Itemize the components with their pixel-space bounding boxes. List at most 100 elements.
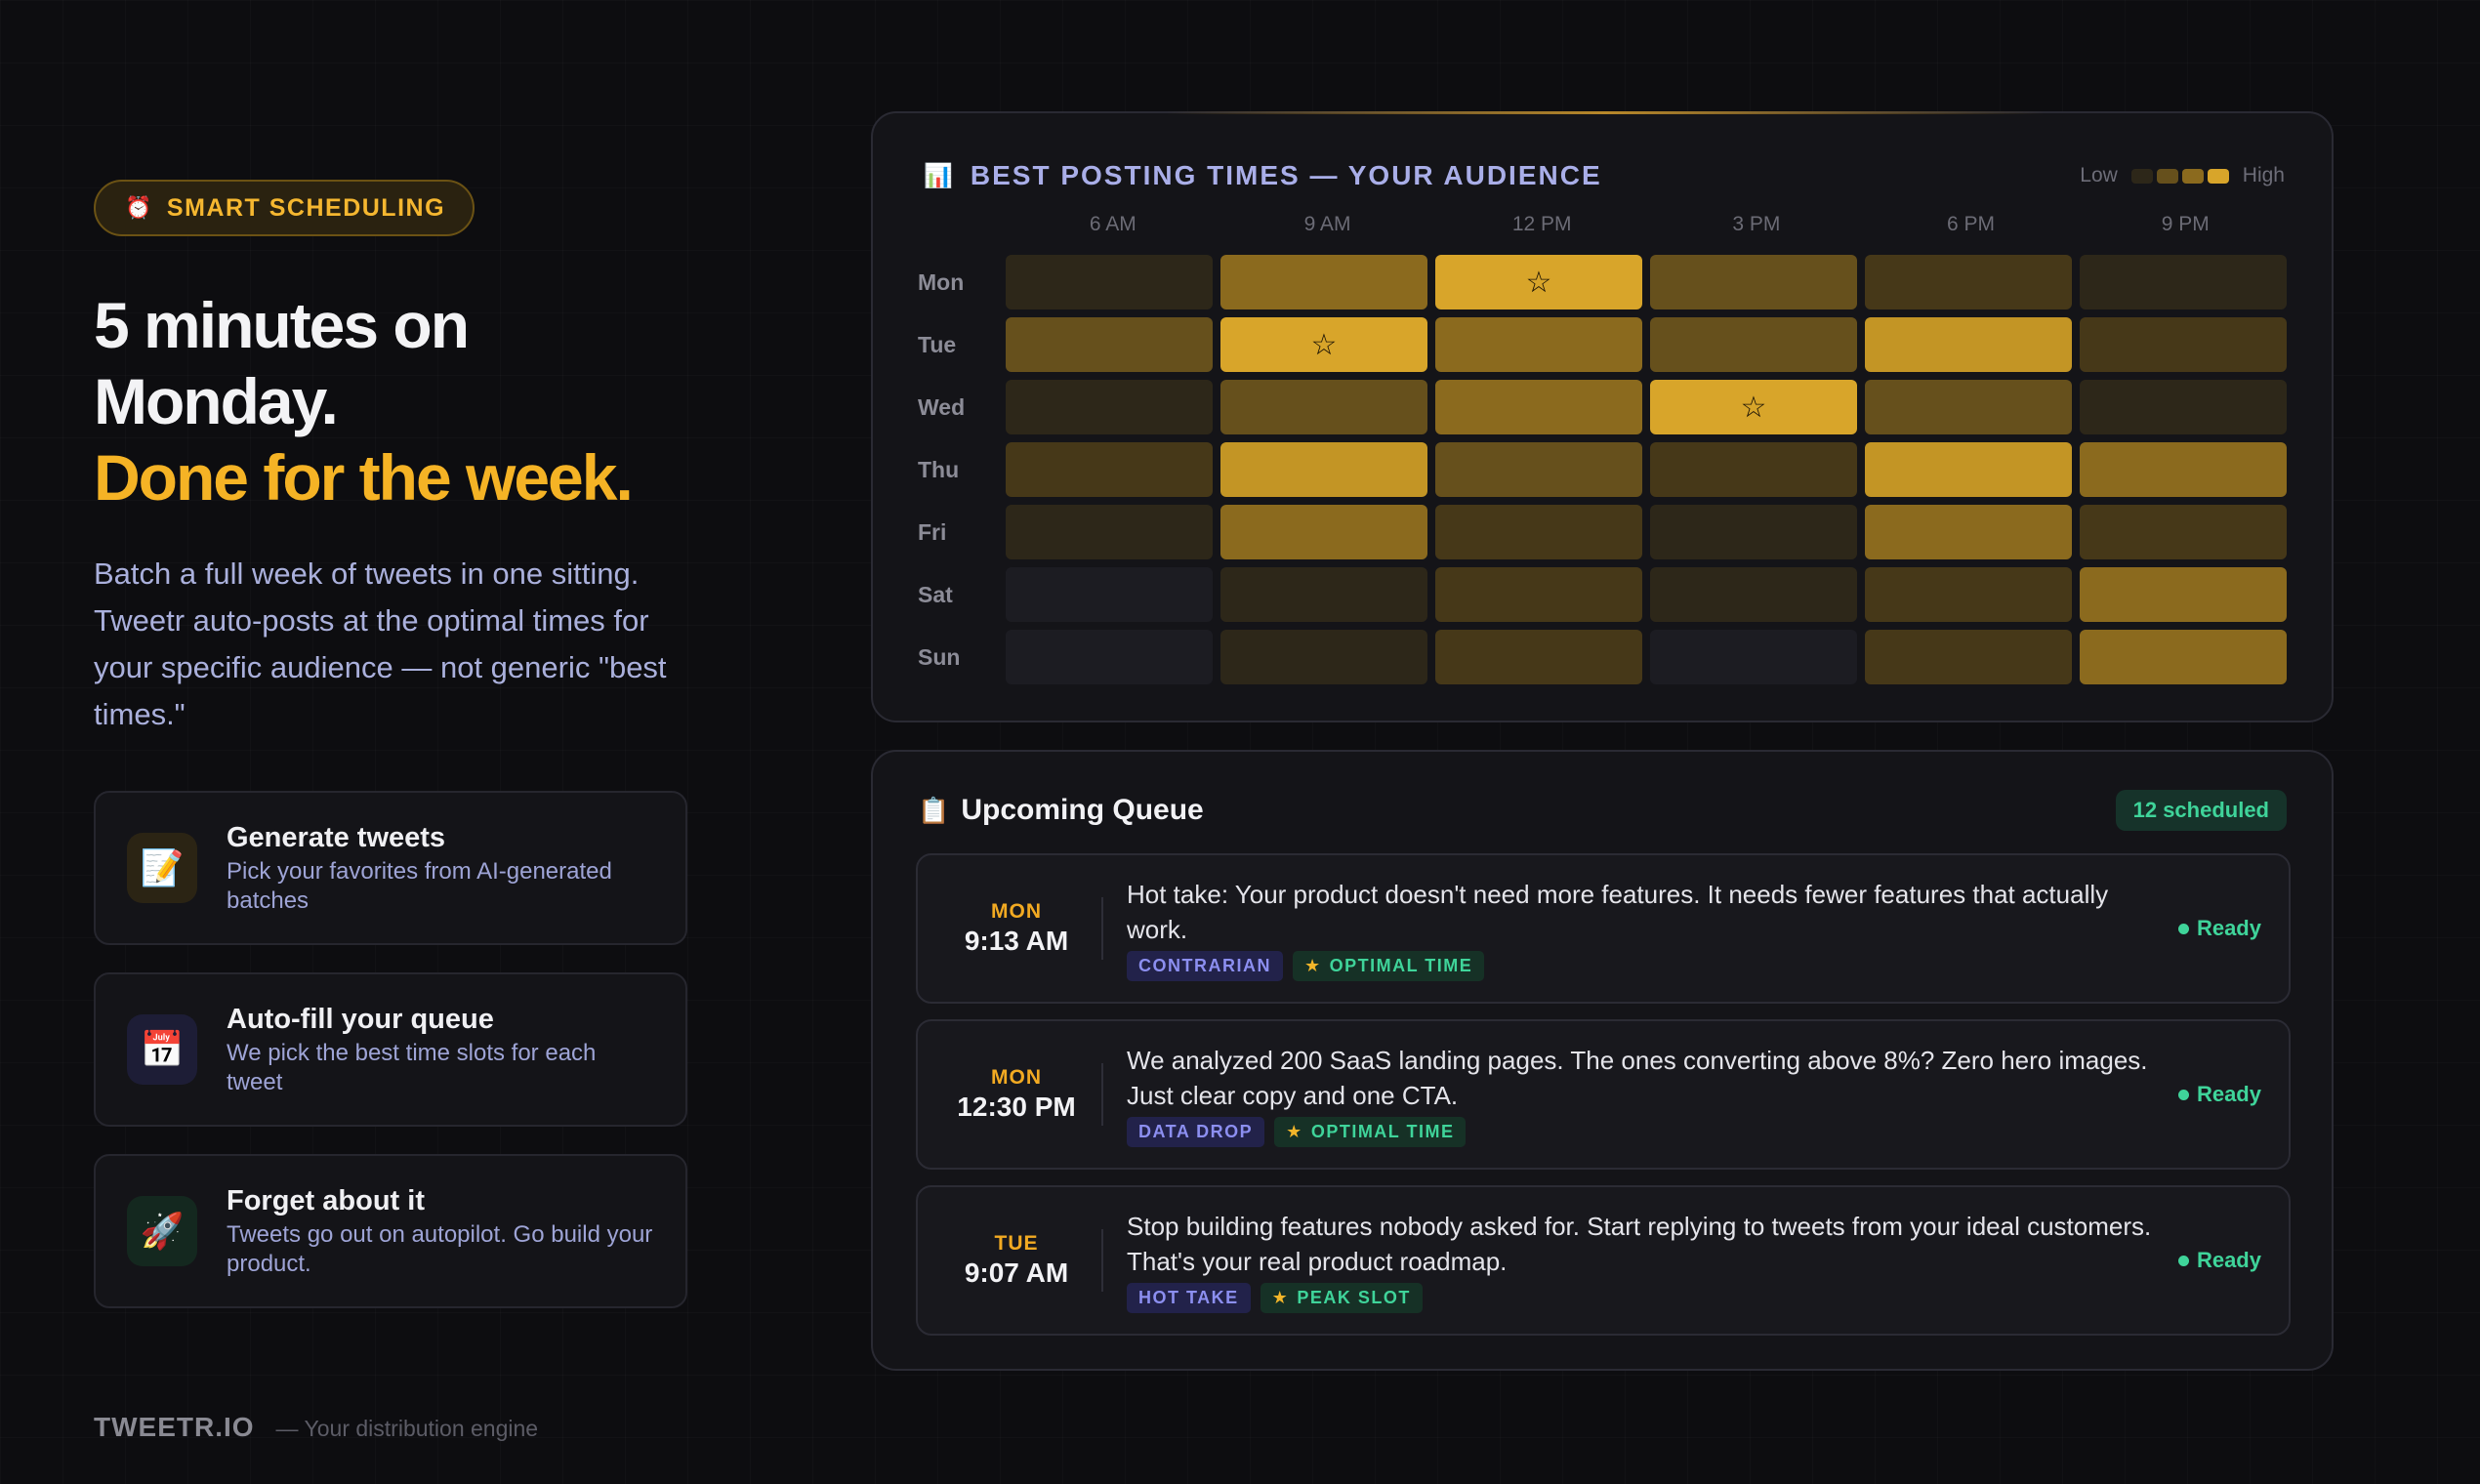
feature-title: Forget about it [227,1185,425,1216]
heatmap-row-mon: Mon ☆ [918,251,2287,313]
headline-highlight: Done for the week. [94,441,634,514]
queue-item[interactable]: MON 9:13 AM Hot take: Your product doesn… [916,853,2291,1004]
heatmap-cell[interactable] [1435,380,1642,434]
status-indicator: Ready [2177,1082,2261,1107]
heatmap-cell[interactable] [1650,505,1857,559]
smart-scheduling-badge: ⏰ SMART SCHEDULING [94,180,475,236]
queue-item-day: MON [991,1066,1042,1089]
brand-logo[interactable]: TWEETR.IO [94,1412,255,1442]
status-label: Ready [2196,1248,2261,1272]
headline: 5 minutes on Monday. Done for the week. [94,287,687,515]
feature-card-autofill: 📅 Auto-fill your queue We pick the best … [94,972,687,1127]
category-tag: CONTRARIAN [1127,950,1283,981]
queue-item-day: TUE [994,1232,1039,1255]
slot-tag: ★ OPTIMAL TIME [1293,950,1485,981]
hour-axis: 6 AM 9 AM 12 PM 3 PM 6 PM 9 PM [1006,213,2293,236]
queue-item-clock: 12:30 PM [957,1092,1076,1122]
heatmap-cell[interactable] [1435,317,1642,372]
heatmap-cell[interactable] [1865,630,2072,684]
heatmap-cell[interactable] [1865,380,2072,434]
bar-chart-icon: 📊 [924,162,955,189]
heatmap-cell[interactable] [1435,505,1642,559]
day-label: Mon [918,268,965,295]
heatmap-cell[interactable] [1650,317,1857,372]
heatmap-cell[interactable] [2080,505,2287,559]
badge-label: SMART SCHEDULING [166,193,446,222]
heatmap-cell[interactable] [2080,567,2287,622]
slot-tag: ★ OPTIMAL TIME [1274,1116,1467,1147]
heatmap-cell[interactable] [1865,255,2072,309]
slot-tag-label: PEAK SLOT [1297,1287,1411,1307]
heatmap-cell[interactable] [1435,442,1642,497]
heatmap-cell[interactable] [1220,255,1427,309]
heatmap-cell[interactable] [1435,630,1642,684]
heatmap-cell[interactable] [1220,630,1427,684]
day-label: Fri [918,518,947,545]
feature-list: 📝 Generate tweets Pick your favorites fr… [94,791,687,1308]
heatmap-cell[interactable] [1865,505,2072,559]
star-icon: ☆ [1525,266,1552,299]
queue-item-text: We analyzed 200 SaaS landing pages. The … [1127,1045,2148,1110]
heatmap-cell[interactable] [2080,442,2287,497]
heatmap-cell[interactable] [1006,505,1213,559]
heatmap-cell[interactable]: ☆ [1435,255,1642,309]
heatmap-cell[interactable] [2080,255,2287,309]
heatmap-cell[interactable] [2080,630,2287,684]
divider [1101,1229,1103,1292]
heatmap-cell[interactable] [1006,630,1213,684]
star-icon: ★ [1286,1121,1303,1141]
heatmap-panel: 📊 BEST POSTING TIMES — YOUR AUDIENCE Low… [871,111,2334,722]
feature-card-generate: 📝 Generate tweets Pick your favorites fr… [94,791,687,945]
heatmap-row-thu: Thu [918,438,2287,501]
divider [1101,897,1103,960]
queue-item[interactable]: TUE 9:07 AM Stop building features nobod… [916,1185,2291,1336]
queue-title: 📋 Upcoming Queue [918,794,1204,827]
heatmap-cell[interactable]: ☆ [1650,380,1857,434]
heatmap-cell[interactable] [1220,442,1427,497]
heatmap-cell[interactable] [1650,567,1857,622]
heatmap-cell[interactable] [1650,442,1857,497]
queue-item-clock: 9:07 AM [964,1257,1069,1288]
star-icon: ★ [1271,1287,1290,1307]
legend-high: High [2242,164,2285,186]
queue-title-text: Upcoming Queue [961,794,1204,826]
memo-icon: 📝 [127,833,197,903]
queue-item[interactable]: MON 12:30 PM We analyzed 200 SaaS landin… [916,1019,2291,1170]
heatmap-legend: Low High [2080,164,2285,187]
heatmap-cell[interactable]: ☆ [1220,317,1427,372]
hour-label: 9 PM [2161,213,2210,235]
heatmap-cell[interactable] [1220,380,1427,434]
heatmap-cell[interactable] [1220,567,1427,622]
legend-swatch [2181,168,2204,184]
divider [1101,1063,1103,1126]
heatmap-cell[interactable] [1650,630,1857,684]
heatmap-cell[interactable] [1865,567,2072,622]
feature-description: Tweets go out on autopilot. Go build you… [227,1221,653,1277]
heatmap-cell[interactable] [1650,255,1857,309]
queue-panel: 📋 Upcoming Queue 12 scheduled MON 9:13 A… [871,750,2334,1371]
legend-low: Low [2080,164,2118,186]
category-tag: HOT TAKE [1127,1282,1251,1313]
queue-item-text: Stop building features nobody asked for.… [1127,1211,2152,1276]
heatmap-cell[interactable] [1865,442,2072,497]
heatmap-grid: Mon ☆ Tue ☆ Wed ☆ Thu Fri Sat Sun [918,251,2287,688]
heatmap-cell[interactable] [1006,255,1213,309]
heatmap-cell[interactable] [1006,317,1213,372]
hero-section: ⏰ SMART SCHEDULING 5 minutes on Monday. … [94,180,687,1336]
queue-item-time: MON 9:13 AM [943,900,1090,957]
heatmap-cell[interactable] [2080,317,2287,372]
heatmap-cell[interactable] [1220,505,1427,559]
heatmap-row-wed: Wed ☆ [918,376,2287,438]
heatmap-cell[interactable] [1006,567,1213,622]
day-label: Tue [918,331,957,357]
heatmap-cell[interactable] [2080,380,2287,434]
slot-tag-label: OPTIMAL TIME [1310,1121,1455,1141]
heatmap-row-sat: Sat [918,563,2287,626]
calendar-icon: 📅 [127,1014,197,1085]
heatmap-row-fri: Fri [918,501,2287,563]
heatmap-cell[interactable] [1006,442,1213,497]
legend-swatch [2207,168,2229,184]
heatmap-cell[interactable] [1435,567,1642,622]
heatmap-cell[interactable] [1865,317,2072,372]
heatmap-cell[interactable] [1006,380,1213,434]
